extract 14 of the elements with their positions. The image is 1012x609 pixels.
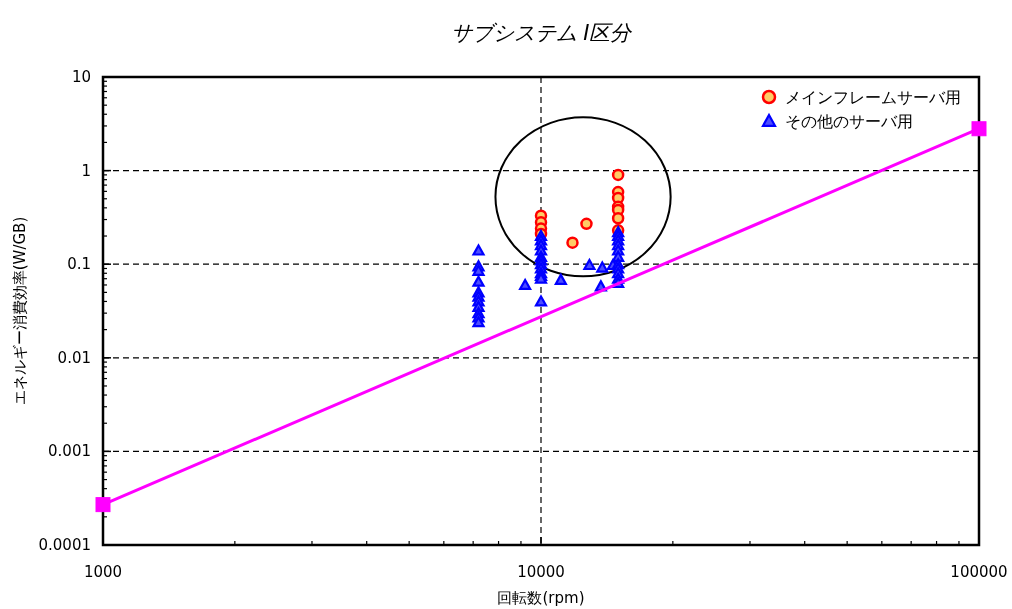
y-axis-title: エネルギー消費効率(W/GB): [11, 216, 29, 406]
x-tick-label: 10000: [517, 563, 565, 581]
legend-label: その他のサーバ用: [785, 112, 913, 131]
y-tick-label: 10: [71, 68, 91, 86]
x-axis-title: 回転数(rpm): [497, 589, 585, 607]
x-tick-label: 1000: [83, 563, 123, 581]
y-tick-label: 0.001: [48, 442, 91, 461]
chart-title: サブシステム I区分: [450, 21, 634, 45]
y-tick-label: 0.1: [67, 255, 91, 274]
y-tick-label: 1: [81, 161, 91, 180]
legend-label: メインフレームサーバ用: [785, 88, 961, 107]
y-tick-label: 0.01: [57, 348, 91, 367]
x-tick-label: 100000: [950, 563, 1008, 581]
y-tick-label: 0.0001: [38, 536, 91, 554]
